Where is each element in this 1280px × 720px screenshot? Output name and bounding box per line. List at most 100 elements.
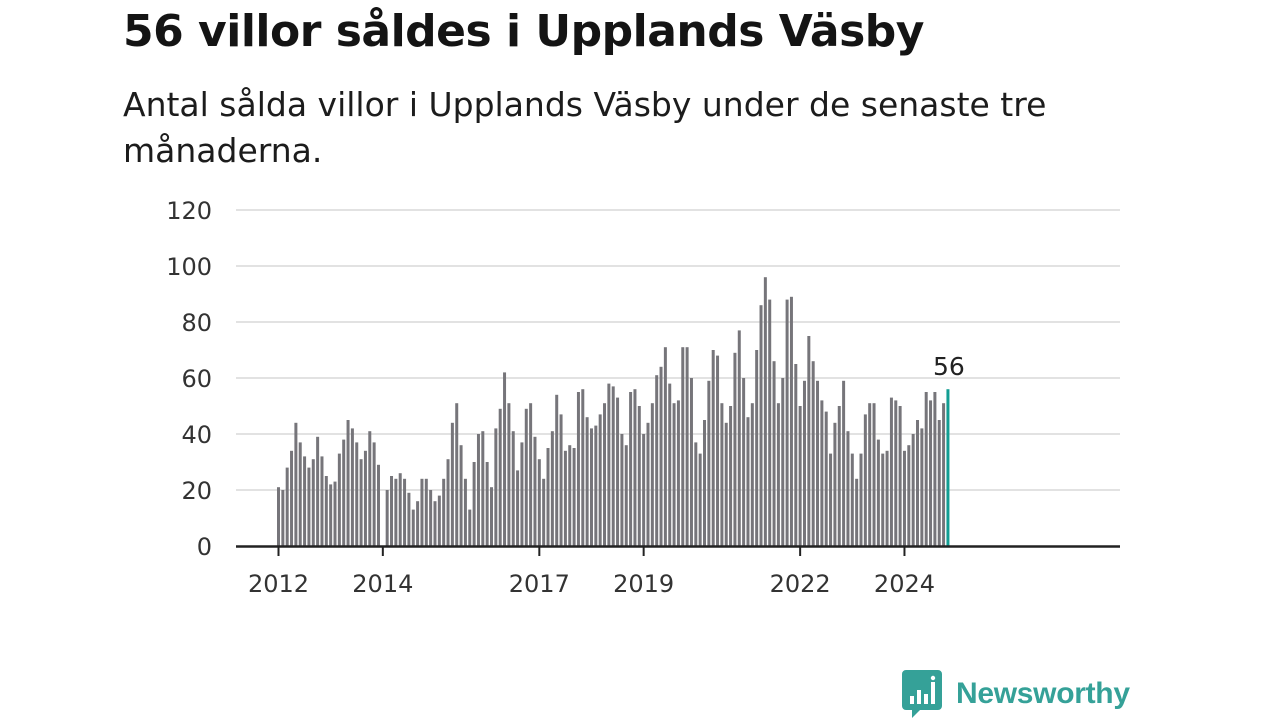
bar [750, 403, 754, 546]
bar [337, 453, 341, 546]
bar [568, 445, 572, 546]
bar [359, 459, 363, 546]
bar [863, 414, 867, 546]
bar [298, 442, 302, 546]
bar [789, 296, 793, 546]
bar [889, 397, 893, 546]
bar [672, 403, 676, 546]
bar [833, 422, 837, 546]
chart-subtitle: Antal sålda villor i Upplands Väsby unde… [123, 85, 1047, 170]
bar [311, 459, 315, 546]
bar [720, 403, 724, 546]
bar [820, 400, 824, 546]
bar [629, 392, 633, 546]
bar [681, 347, 685, 546]
bar [355, 442, 359, 546]
bar [733, 352, 737, 546]
bar [607, 383, 611, 546]
y-tick-label: 60 [181, 365, 212, 393]
bar [494, 428, 498, 546]
bar [581, 389, 585, 546]
highlight-value-label: 56 [933, 352, 965, 381]
bar [437, 495, 441, 546]
bar [572, 448, 576, 546]
bar [907, 445, 911, 546]
bar [459, 445, 463, 546]
bar [307, 467, 311, 546]
bar [294, 422, 298, 546]
bar [376, 464, 380, 546]
bar [342, 439, 346, 546]
bar [611, 386, 615, 546]
y-tick-label: 120 [166, 197, 212, 225]
bar [776, 403, 780, 546]
chart-title: 56 villor såldes i Upplands Väsby [123, 6, 924, 57]
bar [933, 392, 937, 546]
bar [624, 445, 628, 546]
bar [407, 492, 411, 546]
bar [824, 411, 828, 546]
bar [398, 473, 402, 546]
bar [837, 406, 841, 546]
bar [433, 501, 437, 546]
bar [768, 299, 772, 546]
bar [694, 442, 698, 546]
newsworthy-logo-icon [902, 670, 942, 718]
bar [385, 490, 389, 546]
bar [876, 439, 880, 546]
bar [902, 450, 906, 546]
bar [559, 414, 563, 546]
bar [503, 372, 507, 546]
bar [450, 422, 454, 546]
bar [603, 403, 607, 546]
bar [716, 355, 720, 546]
bar [829, 453, 833, 546]
bar [698, 453, 702, 546]
bar [546, 448, 550, 546]
bar [490, 487, 494, 546]
bar [898, 406, 902, 546]
bar [585, 417, 589, 546]
brand-logo[interactable]: Newsworthy [902, 670, 1130, 718]
y-tick-label: 100 [166, 253, 212, 281]
bar [390, 476, 394, 546]
bar [802, 380, 806, 546]
bar [511, 431, 515, 546]
bar [911, 434, 915, 546]
bar [842, 380, 846, 546]
bar [942, 403, 946, 546]
bar [794, 364, 798, 546]
bar [516, 470, 520, 546]
bar [368, 431, 372, 546]
bar [524, 408, 528, 546]
bar [324, 476, 328, 546]
annotations: 56 [933, 352, 965, 381]
bar [689, 378, 693, 546]
bar [476, 434, 480, 546]
bar [303, 456, 307, 546]
bar [442, 478, 446, 546]
bar [746, 417, 750, 546]
bar [468, 509, 472, 546]
bar [894, 400, 898, 546]
y-tick-label: 20 [181, 477, 212, 505]
bar [742, 378, 746, 546]
bar [529, 403, 533, 546]
bar [668, 383, 672, 546]
bar [563, 450, 567, 546]
bar [650, 403, 654, 546]
bar [329, 484, 333, 546]
bar [429, 490, 433, 546]
bars [277, 277, 950, 546]
bar [463, 478, 467, 546]
bar [881, 453, 885, 546]
bar [350, 428, 354, 546]
bar [846, 431, 850, 546]
bar [637, 406, 641, 546]
bar [816, 380, 820, 546]
bar [872, 403, 876, 546]
bar [937, 420, 941, 546]
bar [424, 478, 428, 546]
bar [316, 436, 320, 546]
